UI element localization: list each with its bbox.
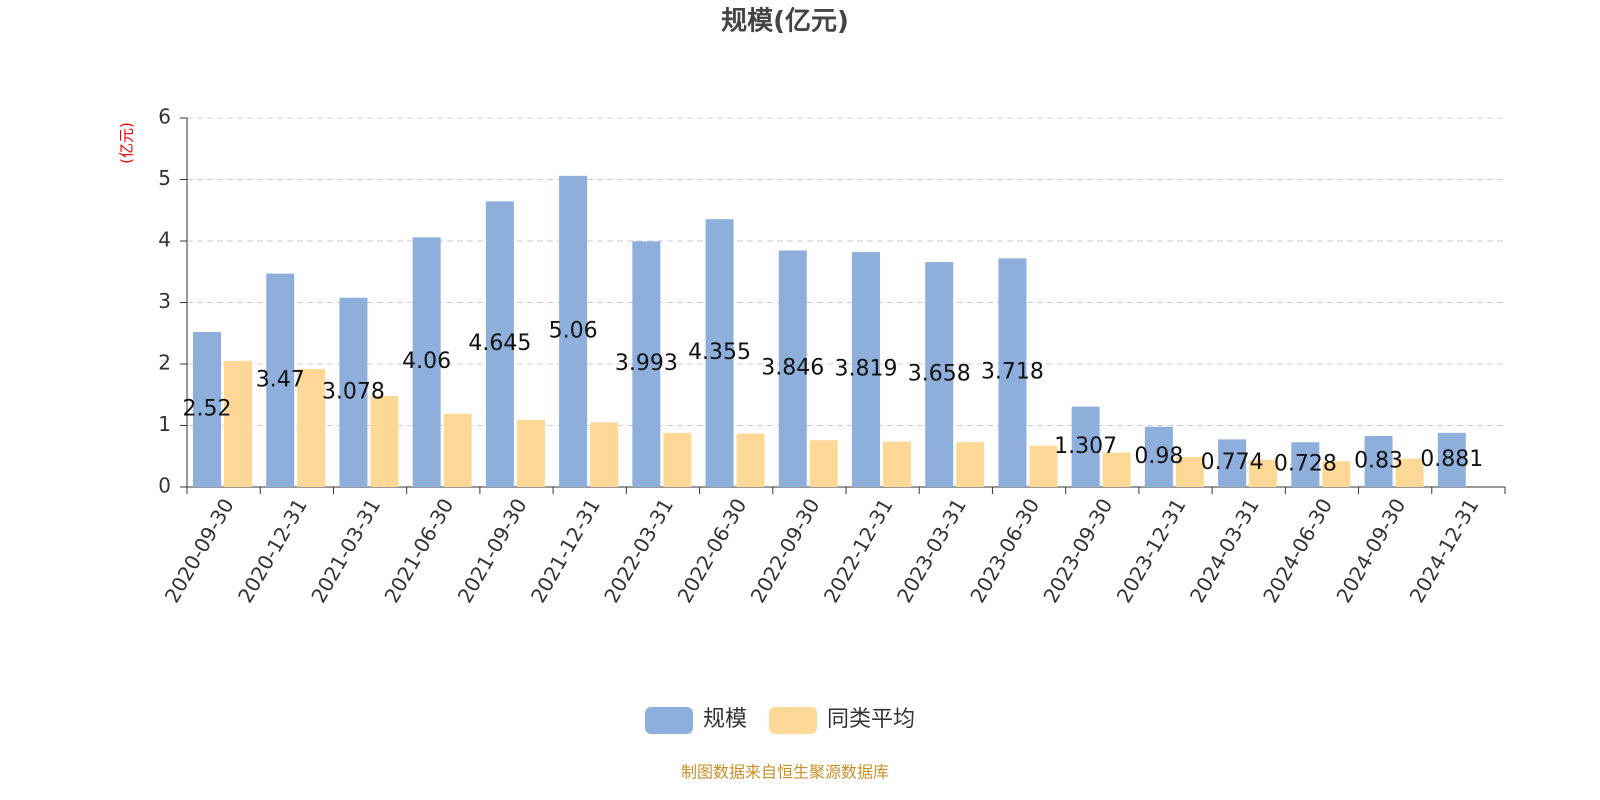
bar [1291,442,1320,487]
data-label: 2.52 [183,397,232,422]
data-label: 0.774 [1201,450,1264,475]
x-tick-label: 2021-09-30 [453,494,532,607]
bar [559,175,588,487]
x-tick-label: 2021-03-31 [306,494,385,607]
legend-swatch[interactable] [645,707,693,734]
bar [412,237,441,487]
bar [297,368,326,487]
bar [1144,426,1173,487]
x-tick-label: 2022-09-30 [746,494,825,607]
bar [852,252,880,487]
bar [1175,456,1204,487]
bar [1102,452,1131,487]
x-tick-label: 2022-03-31 [599,494,678,607]
bar [663,432,692,487]
x-tick-label: 2023-03-31 [892,494,971,607]
bar [1437,432,1466,487]
data-label: 3.078 [322,379,385,404]
source-note: 制图数据来自恒生聚源数据库 [681,763,889,782]
bar [1322,461,1351,487]
bar [1364,435,1393,487]
bar [590,422,619,487]
y-axis-label: (亿元) [118,122,136,164]
bar [1218,439,1247,487]
data-label: 3.846 [761,356,824,381]
bar [809,440,838,487]
bar [266,273,295,487]
bar [1029,445,1058,487]
x-tick-label: 2021-06-30 [379,494,458,607]
data-label: 0.83 [1354,448,1403,473]
bar [370,395,399,487]
bar [1071,406,1100,487]
data-label: 0.881 [1420,447,1483,472]
data-label: 4.645 [468,331,531,356]
x-tick-label: 2021-12-31 [526,494,605,607]
data-label: 3.47 [256,367,305,392]
bar [998,258,1027,487]
bar [632,241,661,487]
data-label: 3.993 [615,351,678,376]
y-tick-label: 2 [158,351,171,375]
bar [956,442,985,487]
data-label: 4.355 [688,340,751,365]
x-tick-label: 2024-06-30 [1258,494,1337,607]
data-label: 3.718 [981,360,1044,385]
bar [778,250,807,487]
x-tick-label: 2020-09-30 [160,494,239,607]
bar [485,201,514,487]
data-label: 3.658 [908,362,971,387]
data-label: 4.06 [402,349,451,374]
x-tick-label: 2020-12-31 [233,494,312,607]
data-label: 0.98 [1134,444,1183,469]
x-tick-label: 2022-12-31 [819,494,898,607]
bar [1249,459,1278,487]
data-label: 5.06 [549,318,598,343]
y-tick-label: 6 [158,105,171,129]
bar [1395,458,1424,487]
y-tick-label: 4 [158,228,171,252]
data-label: 1.307 [1054,434,1117,459]
bar [705,219,734,488]
data-label: 3.819 [835,357,898,382]
bar [736,433,765,487]
legend-swatch[interactable] [769,707,818,734]
bar [339,297,368,487]
bar [883,441,911,487]
x-tick-label: 2024-12-31 [1405,494,1484,607]
y-tick-label: 1 [158,412,171,436]
x-tick-label: 2023-09-30 [1038,494,1117,607]
y-tick-label: 0 [158,474,171,498]
bar [925,262,954,487]
x-tick-label: 2022-06-30 [672,494,751,607]
bar [516,419,545,487]
y-tick-label: 5 [158,166,171,190]
chart-title: 规模(亿元) [721,7,849,37]
bar [443,413,472,487]
legend-label: 规模 [703,707,747,732]
x-tick-label: 2024-03-31 [1185,494,1264,607]
bar [193,332,221,487]
x-tick-label: 2023-06-30 [965,494,1044,607]
y-tick-label: 3 [158,289,171,313]
x-tick-label: 2023-12-31 [1112,494,1191,607]
legend-label: 同类平均 [827,707,915,732]
x-tick-label: 2024-09-30 [1331,494,1410,607]
data-label: 0.728 [1274,452,1337,477]
bar [224,360,252,487]
